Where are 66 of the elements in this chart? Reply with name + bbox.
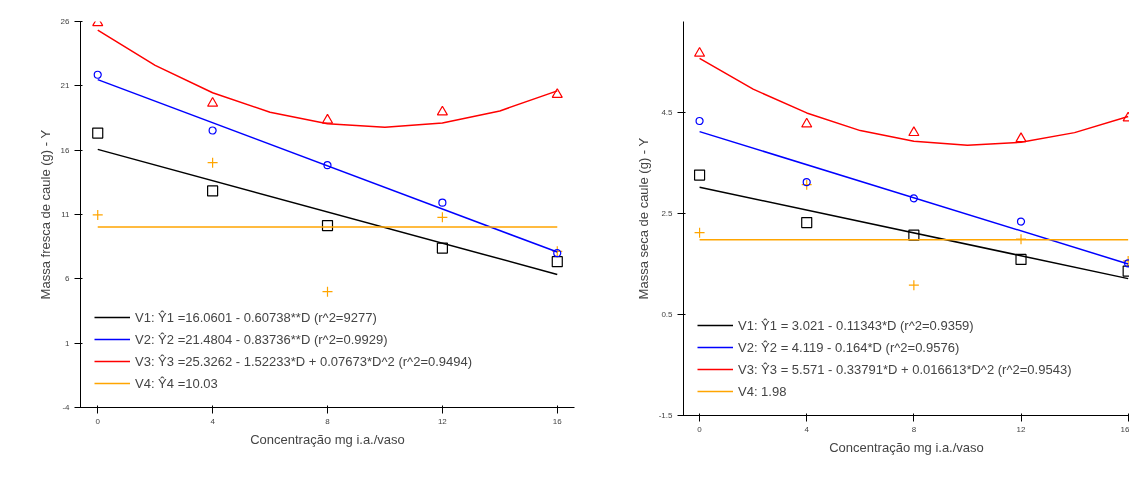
y-tick-label: 0.5 <box>661 309 674 319</box>
point <box>92 209 104 221</box>
point <box>553 249 562 258</box>
point <box>908 229 920 241</box>
y-tick-label: -4 <box>62 403 71 412</box>
point <box>695 116 704 126</box>
point <box>93 70 102 79</box>
point <box>92 127 104 139</box>
point <box>1015 253 1027 266</box>
point <box>321 219 334 232</box>
y-tick-label: 26 <box>60 17 71 26</box>
point <box>551 88 563 98</box>
y-tick-label: 6 <box>65 274 71 284</box>
point <box>207 157 219 169</box>
point <box>438 198 447 207</box>
point <box>1015 132 1027 143</box>
x-tick-label: 8 <box>911 424 917 434</box>
point <box>693 46 706 57</box>
legend-label: V4: 1.98 <box>738 383 787 399</box>
y-axis-title: Massa fresca de caule (g) - Y <box>37 129 53 300</box>
legend-label: V2: Ŷ2 =21.4804 - 0.83736**D (r^2=0.9929) <box>135 331 388 347</box>
x-tick-label: 16 <box>552 416 563 426</box>
x-tick-label: 16 <box>1120 424 1129 434</box>
point <box>909 194 918 203</box>
point <box>801 117 813 128</box>
point <box>693 169 706 181</box>
x-tick-label: 12 <box>437 416 448 426</box>
point <box>436 242 448 254</box>
y-tick-label: 4.5 <box>661 107 674 117</box>
point <box>321 286 334 298</box>
point <box>207 185 219 197</box>
x-tick-label: 4 <box>210 416 216 426</box>
legend-label: V4: Ŷ4 =10.03 <box>135 375 218 391</box>
point <box>551 245 563 257</box>
point <box>908 126 920 137</box>
y-tick-label: 1 <box>65 338 71 348</box>
point <box>323 161 332 170</box>
y-tick-label: -1.5 <box>658 411 674 420</box>
x-tick-label: 12 <box>1016 424 1027 434</box>
y-axis-title: Massa seca de caule (g) - Y <box>635 137 651 300</box>
y-tick-label: 21 <box>60 81 71 91</box>
x-tick-label: 4 <box>804 424 810 434</box>
point <box>436 105 448 116</box>
y-tick-label: 11 <box>61 210 71 219</box>
point <box>208 126 217 135</box>
y-tick-label: 2.5 <box>661 208 674 218</box>
point <box>321 113 334 124</box>
point <box>802 178 811 187</box>
point <box>551 256 563 268</box>
legend-label: V2: Ŷ2 = 4.119 - 0.164*D (r^2=0.9576) <box>738 339 960 355</box>
legend-label: V1: Ŷ1 =16.0601 - 0.60738**D (r^2=9277) <box>135 309 377 325</box>
x-tick-label: 8 <box>325 416 331 426</box>
point <box>801 216 813 229</box>
legend-label: V3: Ŷ3 = 5.571 - 0.33791*D + 0.016613*D^2 (r^2=0.9543) <box>738 361 1072 377</box>
x-tick-label: 0 <box>95 416 101 426</box>
y-tick-label: 16 <box>60 145 71 155</box>
point <box>207 96 219 107</box>
legend-label: V3: Ŷ3 =25.3262 - 1.52233*D + 0.07673*D^2 (r^2=0.9494) <box>135 353 473 369</box>
legend-label: V1: Ŷ1 = 3.021 - 0.11343*D (r^2=0.9359) <box>738 317 974 333</box>
point <box>436 211 448 223</box>
x-axis-title: Concentração mg i.a./vaso <box>250 431 405 447</box>
point <box>801 179 813 191</box>
point <box>908 279 920 291</box>
point <box>1016 217 1026 226</box>
x-axis-title: Concentração mg i.a./vaso <box>829 439 984 455</box>
x-tick-label: 0 <box>697 424 703 434</box>
